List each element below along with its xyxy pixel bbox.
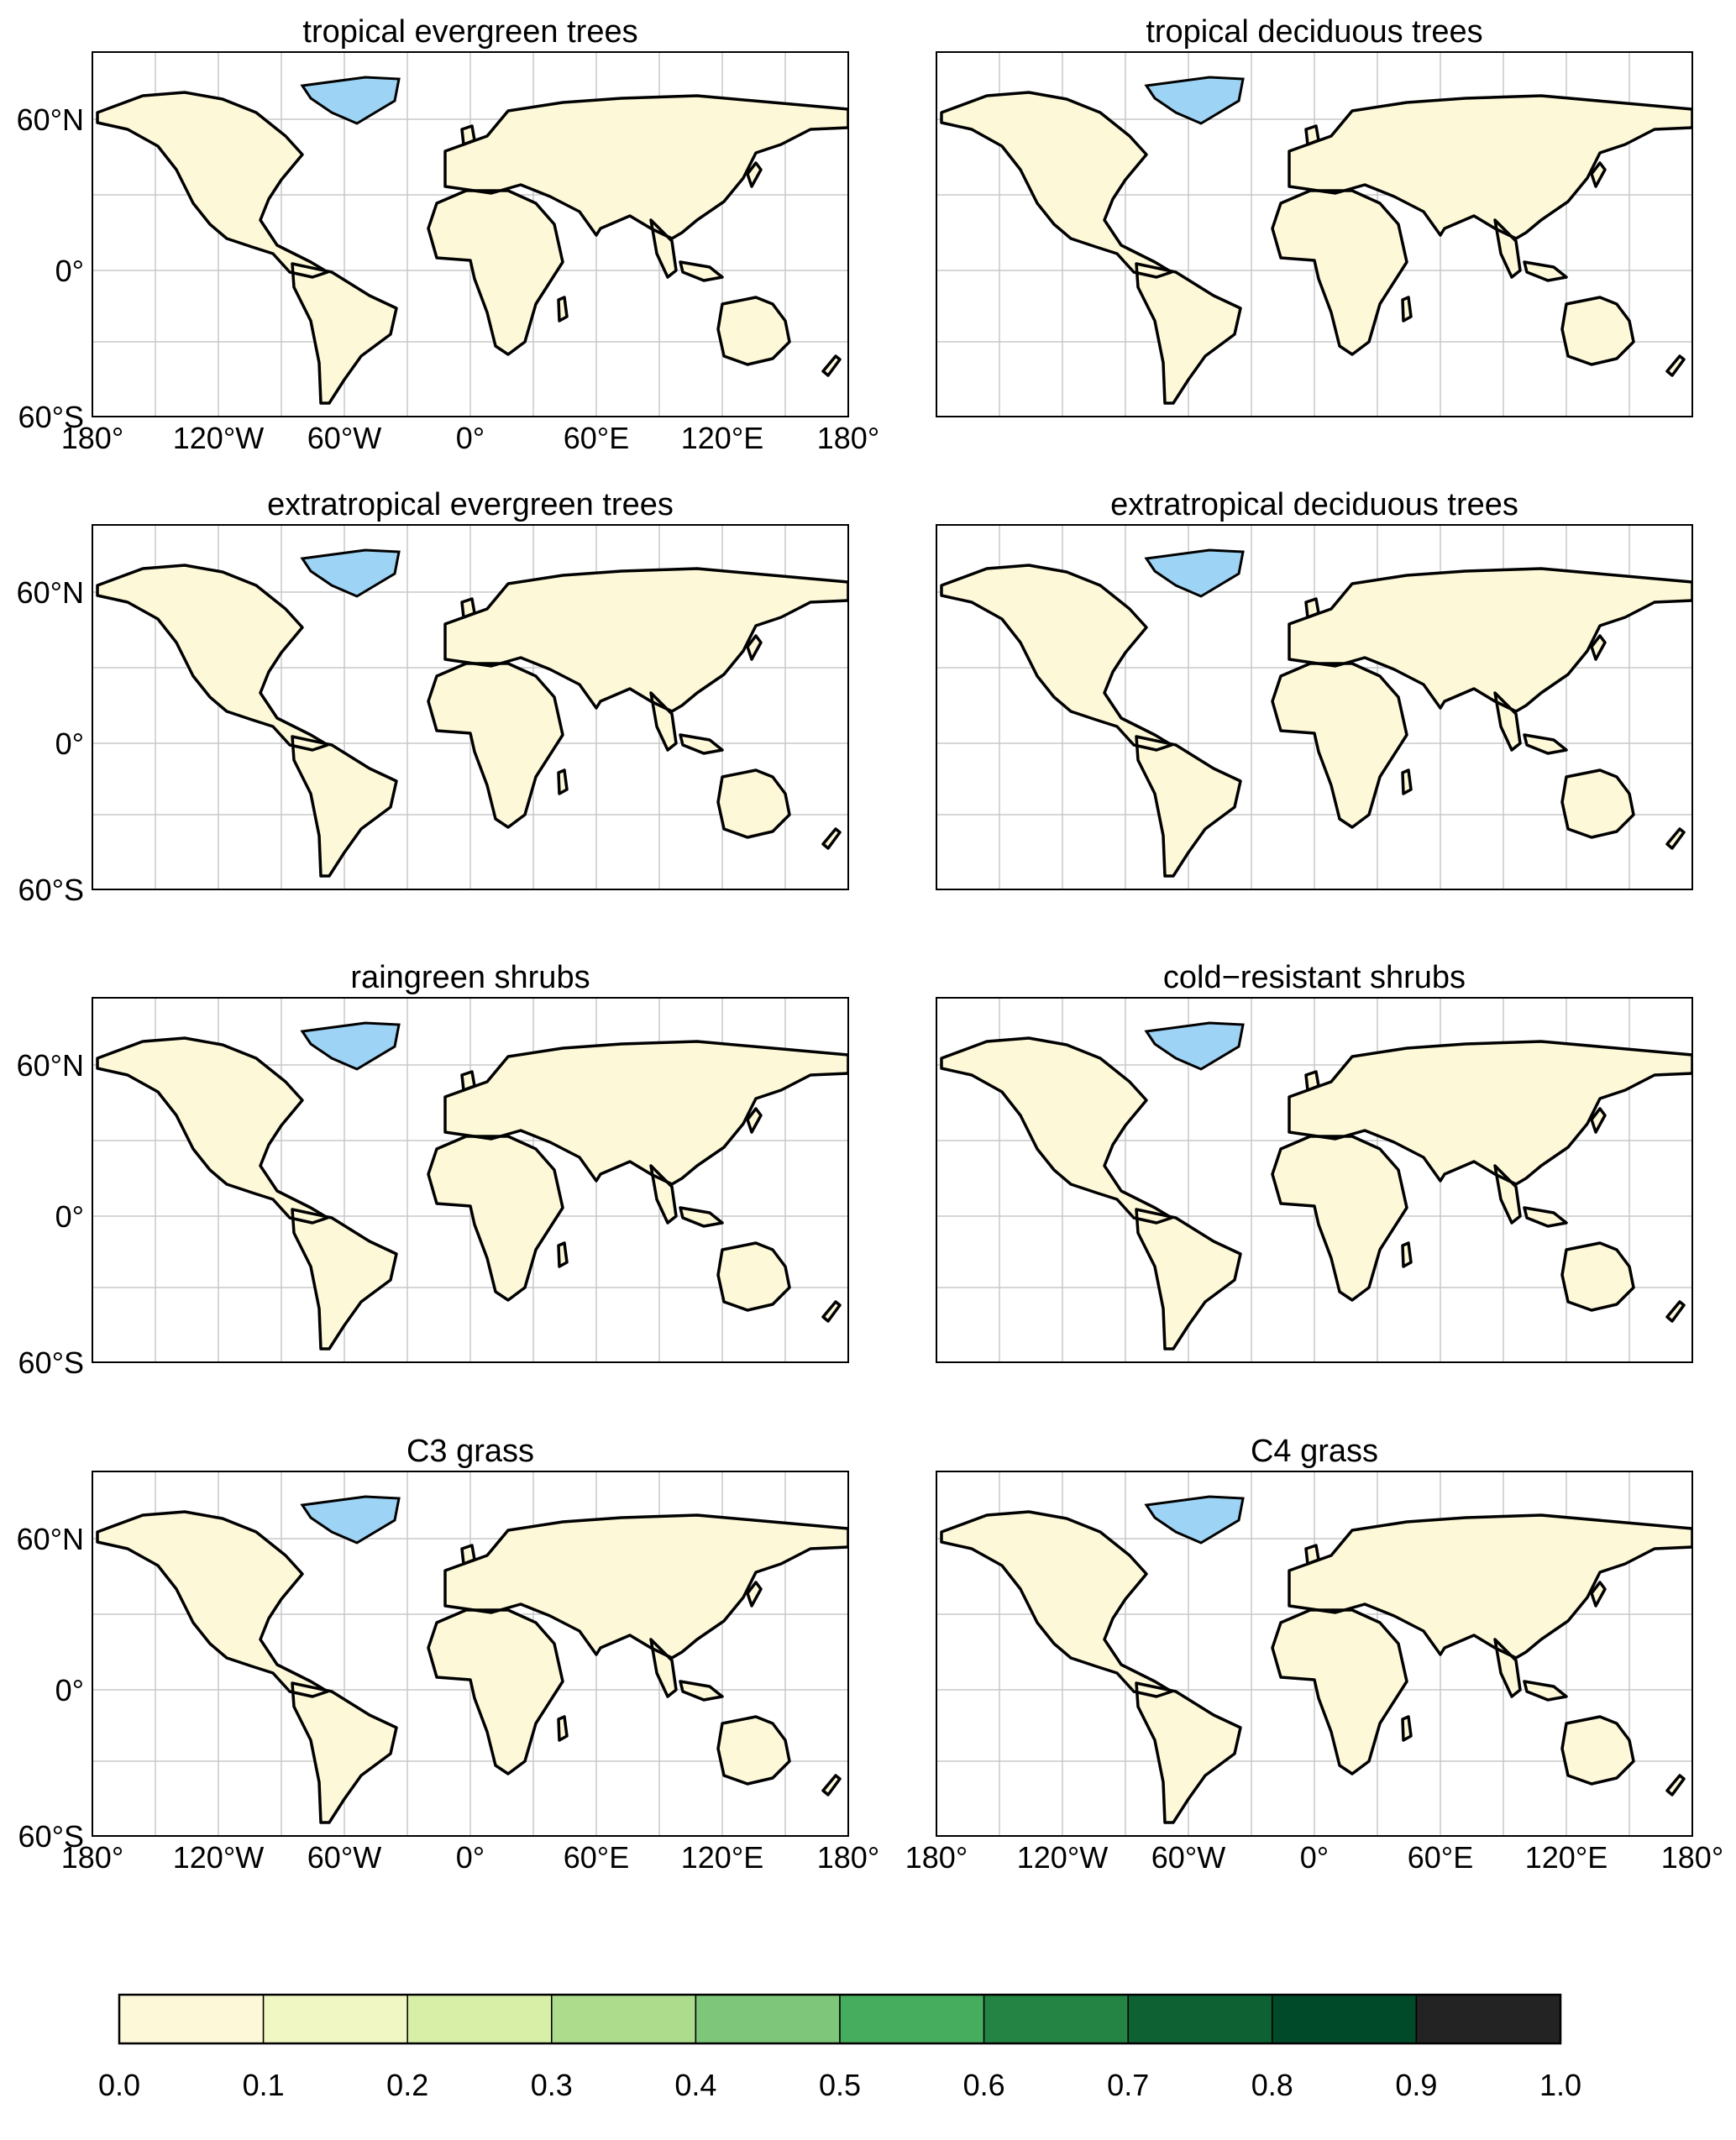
lon-tick-label: 60°E (564, 421, 629, 455)
panel-title: tropical evergreen trees (302, 14, 637, 50)
lat-tick-label: 0° (55, 1199, 84, 1234)
map-frame (936, 51, 1693, 417)
lat-tick-label: 60°S (18, 1819, 84, 1854)
lon-tick-label: 180° (817, 421, 879, 455)
lon-tick-label: 180° (1661, 1840, 1723, 1875)
colorbar-tick-label: 1.0 (1539, 2068, 1581, 2102)
colorbar-tick-label: 0.2 (386, 2068, 428, 2102)
lon-tick-label: 0° (1300, 1840, 1329, 1875)
lat-tick-label: 60°S (18, 400, 84, 434)
colorbar-swatch (551, 1994, 697, 2044)
colorbar-swatch (1272, 1994, 1418, 2044)
lon-tick-label: 60°W (307, 1840, 381, 1875)
map-panel: extratropical deciduous trees (936, 487, 1693, 890)
colorbar-tick-label: 0.4 (674, 2068, 716, 2102)
panel-title: raingreen shrubs (350, 960, 590, 995)
colorbar-tick-label: 0.1 (243, 2068, 285, 2102)
map-frame (936, 997, 1693, 1363)
map-frame (936, 1471, 1693, 1837)
lon-tick-label: 120°W (173, 1840, 264, 1875)
map-frame (92, 997, 849, 1363)
lat-tick-label: 60°N (17, 102, 84, 137)
map-frame (92, 1471, 849, 1837)
lon-tick-label: 120°E (681, 421, 763, 455)
lat-tick-label: 60°S (18, 1345, 84, 1380)
map-panel: extratropical evergreen trees 60°N 0° 60°S (17, 487, 849, 907)
colorbar-swatch (1127, 1994, 1273, 2044)
panel-title: extratropical deciduous trees (1110, 487, 1518, 522)
colorbar: 0.0 0.1 0.2 0.3 0.4 0.5 0.6 0.7 0.8 0.9 1.0 (98, 1993, 1581, 2102)
lon-tick-label: 180° (61, 1840, 123, 1875)
map-panel: raingreen shrubs 60°N 0° 60°S (17, 960, 849, 1380)
lon-tick-label: 120°E (681, 1840, 763, 1875)
map-frame (92, 524, 849, 890)
lon-tick-label: 120°W (1017, 1840, 1108, 1875)
map-frame (92, 51, 849, 417)
panel-title: cold−resistant shrubs (1163, 960, 1466, 995)
lat-tick-label: 60°N (17, 1522, 84, 1556)
lat-tick-label: 0° (55, 726, 84, 761)
lon-tick-label: 60°E (564, 1840, 629, 1875)
panel-title: C3 grass (406, 1434, 534, 1469)
map-panel: C4 grass 180° 120°W 60°W 0° 60°E 120°E 180° (905, 1434, 1723, 1875)
lon-tick-label: 60°W (307, 421, 381, 455)
colorbar-tick-label: 0.0 (98, 2068, 140, 2102)
panel-title: C4 grass (1251, 1434, 1378, 1469)
lat-tick-label: 60°N (17, 1048, 84, 1083)
colorbar-tick-label: 0.6 (963, 2068, 1005, 2102)
colorbar-tick-label: 0.8 (1251, 2068, 1293, 2102)
colorbar-frame (118, 1993, 1562, 2045)
colorbar-tick-label: 0.9 (1395, 2068, 1437, 2102)
map-panel: tropical deciduous trees (936, 14, 1693, 417)
lon-tick-label: 120°E (1525, 1840, 1608, 1875)
colorbar-swatch (406, 1994, 553, 2044)
colorbar-swatch (839, 1994, 985, 2044)
lon-tick-label: 0° (456, 421, 485, 455)
colorbar-swatch (695, 1994, 841, 2044)
panel-title: tropical deciduous trees (1146, 14, 1482, 50)
colorbar-tick-label: 0.3 (531, 2068, 573, 2102)
lon-tick-label: 0° (456, 1840, 485, 1875)
lat-tick-label: 0° (55, 1673, 84, 1707)
colorbar-swatch (1415, 1994, 1561, 2044)
map-frame (936, 524, 1693, 890)
colorbar-swatch (118, 1994, 265, 2044)
colorbar-tick-label: 0.5 (819, 2068, 861, 2102)
lat-tick-label: 60°N (17, 575, 84, 610)
lat-tick-label: 60°S (18, 873, 84, 907)
lat-tick-label: 0° (55, 254, 84, 288)
lon-tick-label: 120°W (173, 421, 264, 455)
colorbar-tick-label: 0.7 (1107, 2068, 1149, 2102)
colorbar-swatch (262, 1994, 408, 2044)
lon-tick-label: 60°E (1408, 1840, 1473, 1875)
colorbar-swatch (983, 1994, 1129, 2044)
map-panel: cold−resistant shrubs (936, 960, 1693, 1363)
lon-tick-label: 180° (905, 1840, 968, 1875)
panel-title: extratropical evergreen trees (267, 487, 674, 522)
lon-tick-label: 180° (61, 421, 123, 455)
lon-tick-label: 180° (817, 1840, 879, 1875)
lon-tick-label: 60°W (1151, 1840, 1225, 1875)
